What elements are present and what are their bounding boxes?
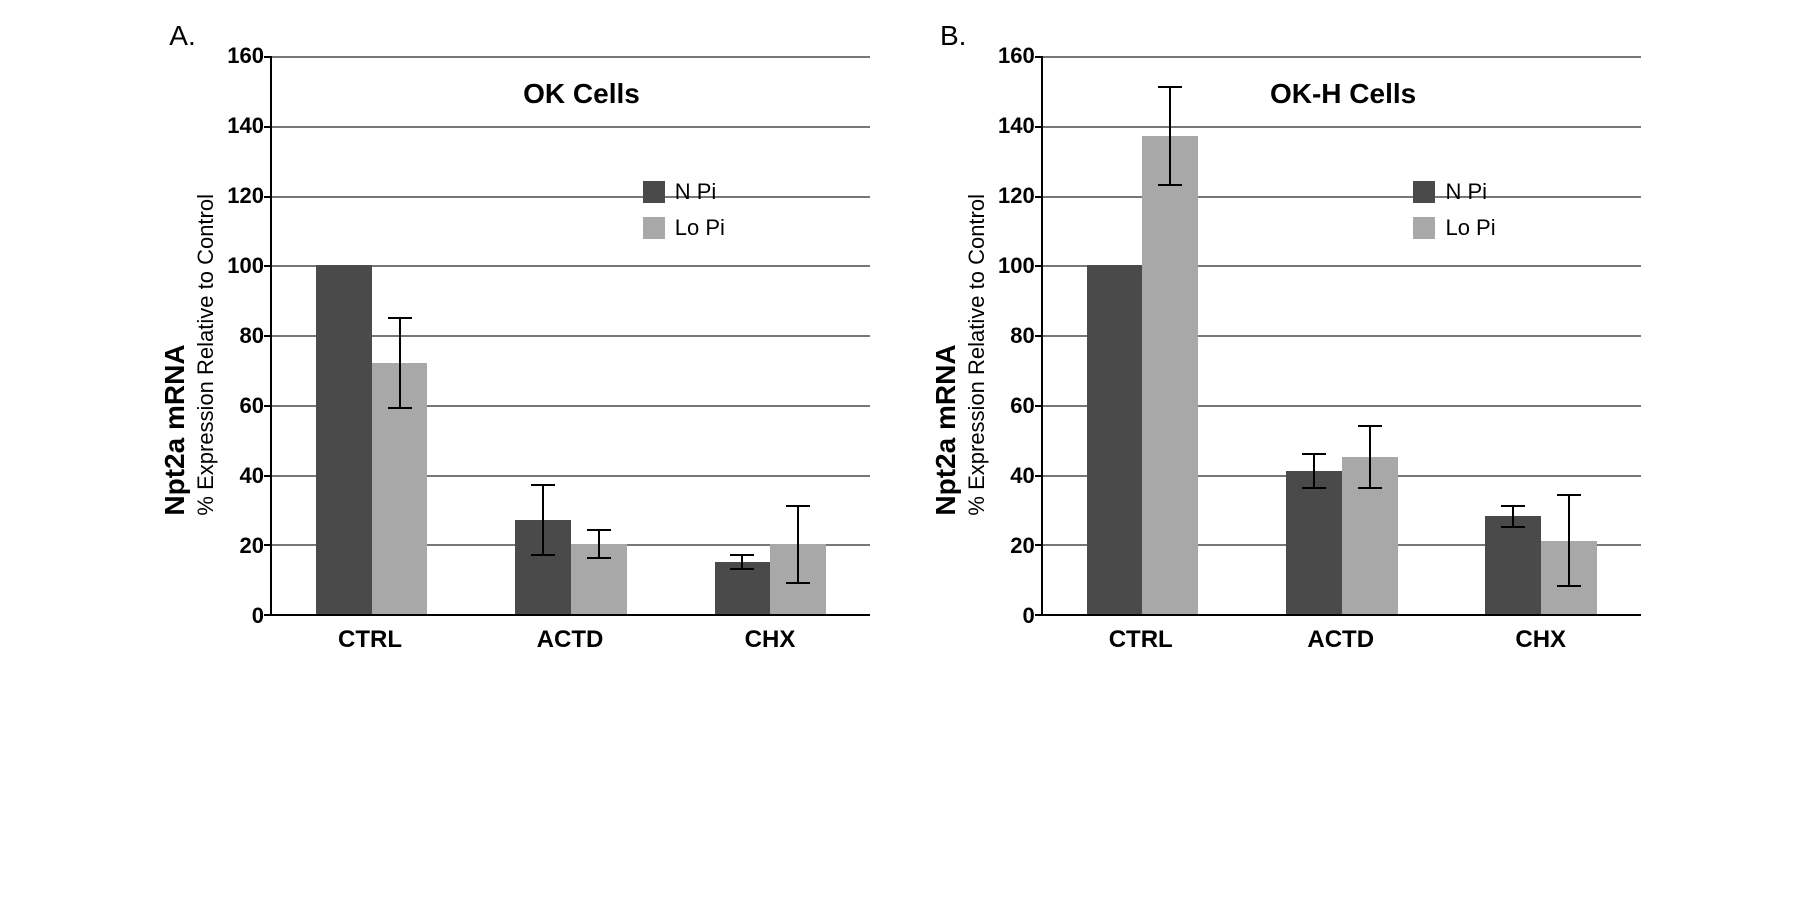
legend-item: Lo Pi [643,215,725,241]
error-cap [531,554,555,556]
y-tick-mark [1035,265,1043,267]
y-tick-mark [264,126,272,128]
y-tick-mark [264,475,272,477]
y-tick-mark [1035,405,1043,407]
error-cap [1302,453,1326,455]
error-bar [1512,506,1514,527]
panel-a-ylabel-group: Npt2a mRNA % Expression Relative to Cont… [159,194,219,516]
error-bar [1568,495,1570,586]
error-bar [1313,454,1315,489]
error-bar [1169,87,1171,185]
panel-a-chart-row: Npt2a mRNA % Expression Relative to Cont… [159,56,870,654]
error-bar [399,318,401,409]
panel-a-ylabel-main: Npt2a mRNA [159,194,191,516]
legend-swatch [643,181,665,203]
x-tick-label: CTRL [1041,626,1241,654]
error-cap [388,407,412,409]
error-cap [1158,86,1182,88]
panel-a-x-labels: CTRLACTDCHX [270,616,870,654]
error-cap [1302,487,1326,489]
legend-label: Lo Pi [675,215,725,241]
chart-title: OK Cells [523,78,640,110]
y-tick-mark [1035,196,1043,198]
x-tick-label: CHX [670,626,870,654]
bar [1485,516,1541,614]
gridline [1043,126,1641,128]
error-cap [1358,487,1382,489]
error-cap [1158,184,1182,186]
error-cap [730,568,754,570]
error-cap [786,582,810,584]
panel-a-ylabel-sub: % Expression Relative to Control [193,194,219,516]
legend-label: N Pi [1445,179,1487,205]
y-tick-mark [264,196,272,198]
error-cap [1557,585,1581,587]
chart-title: OK-H Cells [1270,78,1416,110]
panel-b-plot-area: OK-H Cells N Pi Lo Pi [1041,56,1641,616]
panel-b: B. Npt2a mRNA % Expression Relative to C… [930,20,1641,654]
panel-b-plot-wrap: 160140120100806040200 OK-H CellsN PiLo P… [998,56,1641,654]
legend: N Pi Lo Pi [643,179,725,251]
error-cap [388,317,412,319]
gridline [1043,56,1641,58]
y-tick-mark [1035,56,1043,58]
error-cap [1501,505,1525,507]
legend: N Pi Lo Pi [1413,179,1495,251]
y-tick-mark [1035,475,1043,477]
gridline [272,126,870,128]
bar [316,265,372,614]
bar [1087,265,1143,614]
legend-swatch [643,217,665,239]
error-cap [1557,494,1581,496]
legend-label: Lo Pi [1445,215,1495,241]
panel-a-letter: A. [169,20,870,52]
panel-b-x-labels: CTRLACTDCHX [1041,616,1641,654]
error-bar [598,530,600,558]
y-tick-mark [1035,126,1043,128]
y-tick-mark [264,405,272,407]
x-tick-label: CTRL [270,626,470,654]
error-bar [542,485,544,555]
legend-swatch [1413,217,1435,239]
y-tick-mark [264,56,272,58]
gridline [272,196,870,198]
bar [1286,471,1342,614]
panel-a-plot-area: OK Cells N Pi Lo Pi [270,56,870,616]
y-tick-mark [264,544,272,546]
gridline [1043,196,1641,198]
error-cap [587,529,611,531]
panel-b-letter: B. [940,20,1641,52]
error-cap [587,557,611,559]
error-cap [531,484,555,486]
legend-item: N Pi [1413,179,1495,205]
panel-b-ylabel-sub: % Expression Relative to Control [964,194,990,516]
legend-swatch [1413,181,1435,203]
error-bar [741,555,743,569]
panel-b-chart-row: Npt2a mRNA % Expression Relative to Cont… [930,56,1641,654]
legend-item: N Pi [643,179,725,205]
y-tick-mark [1035,614,1043,616]
panel-b-ylabel-group: Npt2a mRNA % Expression Relative to Cont… [930,194,990,516]
error-bar [1369,426,1371,489]
panel-a: A. Npt2a mRNA % Expression Relative to C… [159,20,870,654]
panel-a-plot-wrap: 160140120100806040200 OK CellsN PiLo Pi … [227,56,870,654]
legend-label: N Pi [675,179,717,205]
panel-b-ylabel-main: Npt2a mRNA [930,194,962,516]
y-tick-mark [264,335,272,337]
y-tick-mark [264,614,272,616]
error-cap [786,505,810,507]
gridline [272,56,870,58]
bar [1142,136,1198,614]
error-cap [730,554,754,556]
x-tick-label: ACTD [1241,626,1441,654]
y-tick-mark [1035,544,1043,546]
error-cap [1358,425,1382,427]
x-tick-label: CHX [1441,626,1641,654]
error-bar [797,506,799,583]
x-tick-label: ACTD [470,626,670,654]
error-cap [1501,526,1525,528]
y-tick-mark [264,265,272,267]
legend-item: Lo Pi [1413,215,1495,241]
y-tick-mark [1035,335,1043,337]
